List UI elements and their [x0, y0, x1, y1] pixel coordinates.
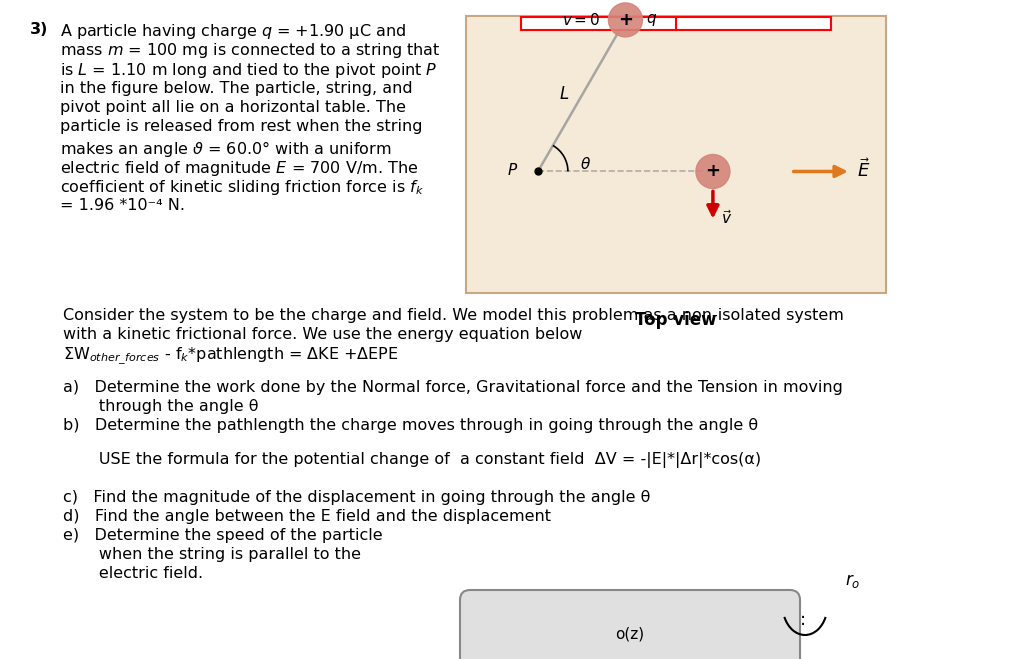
Text: b)   Determine the pathlength the charge moves through in going through the angl: b) Determine the pathlength the charge m…: [63, 418, 758, 433]
Text: e)   Determine the speed of the particle: e) Determine the speed of the particle: [63, 528, 383, 543]
Text: ΣW$_{other\_forces}$ - f$_k$*pathlength = ΔKE +ΔEPE: ΣW$_{other\_forces}$ - f$_k$*pathlength …: [63, 346, 398, 367]
Text: c)   Find the magnitude of the displacement in going through the angle θ: c) Find the magnitude of the displacemen…: [63, 490, 650, 505]
Text: A particle having charge $q$ = +1.90 μC and: A particle having charge $q$ = +1.90 μC …: [60, 22, 407, 41]
Text: $\vec{v}$: $\vec{v}$: [721, 210, 732, 227]
Circle shape: [696, 154, 730, 188]
Text: Consider the system to be the charge and field. We model this problem as a non-i: Consider the system to be the charge and…: [63, 308, 844, 323]
Text: $L$: $L$: [558, 85, 568, 103]
Text: $\theta$: $\theta$: [580, 156, 591, 173]
Text: USE the formula for the potential change of  a constant field  ΔV = -|E|*|Δr|*co: USE the formula for the potential change…: [63, 452, 761, 468]
Circle shape: [608, 3, 642, 37]
Text: d)   Find the angle between the E field and the displacement: d) Find the angle between the E field an…: [63, 509, 551, 524]
Text: particle is released from rest when the string: particle is released from rest when the …: [60, 119, 423, 134]
Text: with a kinetic frictional force. We use the energy equation below: with a kinetic frictional force. We use …: [63, 327, 583, 342]
Text: mass $m$ = 100 mg is connected to a string that: mass $m$ = 100 mg is connected to a stri…: [60, 42, 440, 61]
Text: $\vec{E}$: $\vec{E}$: [857, 158, 870, 181]
Text: o(z): o(z): [615, 626, 644, 641]
Text: = 1.96 *10⁻⁴ N.: = 1.96 *10⁻⁴ N.: [60, 198, 185, 212]
Text: 3): 3): [30, 22, 48, 37]
Text: electric field of magnitude $E$ = 700 V/m. The: electric field of magnitude $E$ = 700 V/…: [60, 159, 418, 177]
Text: coefficient of kinetic sliding friction force is $f_k$: coefficient of kinetic sliding friction …: [60, 178, 424, 197]
Text: $q$: $q$: [646, 12, 657, 28]
Text: electric field.: electric field.: [63, 566, 203, 581]
Text: $r_o$: $r_o$: [845, 572, 860, 590]
Text: Top view: Top view: [635, 311, 717, 330]
Text: through the angle θ: through the angle θ: [63, 399, 258, 414]
Text: a)   Determine the work done by the Normal force, Gravitational force and the Te: a) Determine the work done by the Normal…: [63, 380, 843, 395]
Text: :: :: [800, 611, 810, 629]
Text: +: +: [706, 163, 721, 181]
Text: $v = 0$: $v = 0$: [562, 12, 600, 28]
Text: +: +: [617, 11, 633, 29]
Bar: [521, 18, 830, 30]
Text: in the figure below. The particle, string, and: in the figure below. The particle, strin…: [60, 80, 413, 96]
Text: makes an angle $\vartheta$ = 60.0° with a uniform: makes an angle $\vartheta$ = 60.0° with …: [60, 139, 391, 159]
Text: pivot point all lie on a horizontal table. The: pivot point all lie on a horizontal tabl…: [60, 100, 406, 115]
FancyBboxPatch shape: [460, 590, 800, 659]
Text: is $L$ = 1.10 m long and tied to the pivot point $P$: is $L$ = 1.10 m long and tied to the piv…: [60, 61, 437, 80]
Text: $P$: $P$: [507, 163, 518, 179]
Text: when the string is parallel to the: when the string is parallel to the: [63, 547, 361, 562]
Bar: [466, 16, 886, 293]
